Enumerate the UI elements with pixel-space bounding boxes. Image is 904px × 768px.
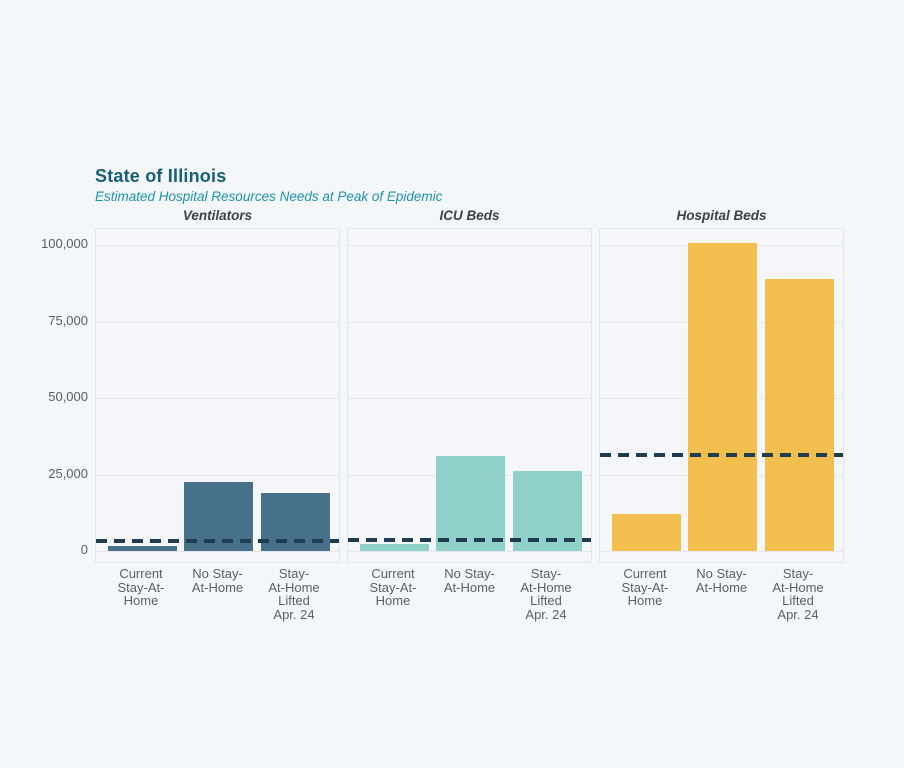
panel-title: Ventilators [182,208,253,223]
gridline [348,321,591,323]
x-axis-tick-label: Stay- At-Home Lifted Apr. 24 [520,566,572,622]
x-axis-tick-label: Stay- At-Home Lifted Apr. 24 [268,566,320,622]
bar [611,513,681,551]
capacity-line [600,452,843,457]
x-axis-tick-label: Stay- At-Home Lifted Apr. 24 [772,566,824,622]
chart-subtitle: Estimated Hospital Resources Needs at Pe… [95,189,443,204]
y-axis-tick-label: 50,000 [48,389,88,404]
x-axis-tick-label: No Stay- At-Home [695,566,748,595]
x-axis-tick-label: Current Stay-At- Home [117,566,165,608]
bar [764,278,834,551]
capacity-line [348,537,591,542]
gridline [348,398,591,399]
capacity-line [96,538,339,543]
chart-panel [95,228,340,563]
chart-panel [599,228,844,563]
x-axis-tick-label: No Stay- At-Home [443,566,496,595]
y-axis-tick-label: 100,000 [41,236,88,251]
gridline [96,321,339,323]
gridline [96,398,339,399]
panel-title: Hospital Beds [676,208,767,223]
gridline [96,245,339,246]
chart-title: State of Illinois [95,166,227,186]
panel-title: ICU Beds [439,208,500,223]
y-axis-tick-label: 25,000 [48,465,88,481]
bar [688,242,757,551]
gridline [96,551,339,552]
y-axis-tick-label: 75,000 [48,312,88,328]
bar [436,456,505,551]
x-axis-tick-label: No Stay- At-Home [191,566,244,595]
bar [359,543,429,551]
gridline [348,551,591,552]
x-axis-tick-label: Current Stay-At- Home [621,566,669,608]
chart-panel [347,228,592,563]
y-axis-tick-label: 0 [80,542,88,557]
gridline [96,474,339,476]
gridline [348,245,591,246]
x-axis-tick-label: Current Stay-At- Home [369,566,417,608]
bar [512,471,582,551]
bar [107,546,177,551]
gridline [600,551,843,552]
